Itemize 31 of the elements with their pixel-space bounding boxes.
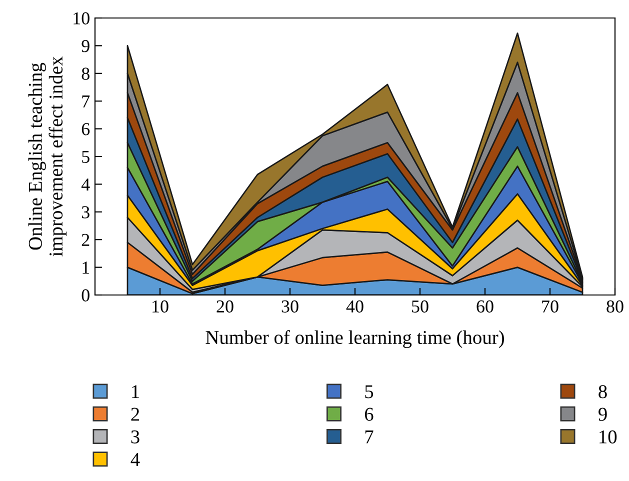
x-tick-label: 10 (152, 300, 168, 313)
legend-label: 3 (131, 430, 140, 444)
y-tick-label: 8 (82, 68, 90, 80)
x-tick-label: 60 (476, 300, 494, 313)
y-tick-label: 4 (81, 178, 90, 190)
legend-label: 1 (132, 385, 139, 398)
y-tick-label: 10 (74, 12, 90, 24)
legend-label: 8 (598, 385, 607, 398)
x-axis-title: Number of online learning time (hour) (206, 330, 504, 348)
legend-label: 4 (130, 453, 140, 466)
legend-label: 6 (364, 408, 374, 421)
y-tick-label: 7 (82, 96, 90, 108)
x-tick-label: 20 (216, 300, 234, 313)
x-tick-label: 70 (542, 300, 558, 313)
x-tick-label: 50 (412, 300, 428, 313)
y-tick-label: 9 (82, 40, 90, 52)
x-tick-label: 40 (346, 300, 364, 313)
x-tick-label: 30 (282, 300, 298, 313)
y-tick-label: 3 (82, 206, 90, 218)
x-tick-label: 80 (606, 300, 624, 313)
y-tick-label: 1 (82, 262, 90, 274)
legend-label: 5 (365, 385, 374, 398)
y-tick-label: 0 (82, 289, 90, 302)
y-tick-label: 5 (82, 150, 90, 163)
y-tick-label: 2 (82, 234, 90, 246)
y-axis-title: Online English teaching improvement effect index (28, 56, 67, 256)
legend-label: 10 (600, 430, 617, 444)
legend-label: 2 (131, 408, 140, 421)
y-tick-label: 6 (82, 123, 90, 136)
legend-label: 7 (365, 430, 374, 444)
legend-label: 9 (598, 408, 607, 421)
